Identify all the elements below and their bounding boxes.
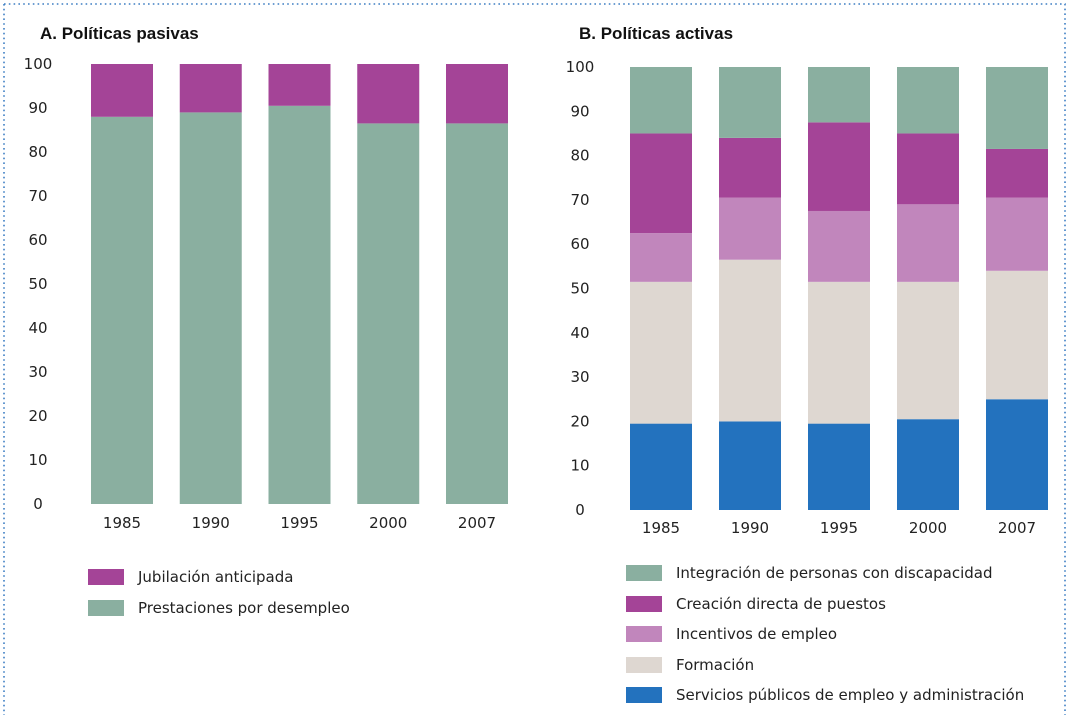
legend-swatch [626,687,662,704]
chart-b: 0 10 20 30 40 50 60 70 80 90 100 1985 1990 1995 2000 20… [566,58,1048,537]
x-tick-label: 1990 [192,514,230,532]
x-tick-label: 1985 [642,519,680,537]
bar-segment [268,105,331,505]
y-tick-label: 20 [28,407,47,425]
bar-segment [986,399,1048,510]
x-tick-label: 1995 [820,519,858,537]
legend-item: Integración de personas con discapacidad [626,558,1024,589]
y-tick-label: 40 [28,319,47,337]
bar-segment [986,270,1048,400]
legend-swatch [626,595,662,612]
legend-item: Incentivos de empleo [626,619,1024,650]
bar-segment [630,67,692,134]
bar-segment [630,133,692,234]
legend-item: Prestaciones por desempleo [88,593,350,624]
y-tick-label: 40 [570,324,589,342]
legend-swatch [626,626,662,643]
panel-b-title: B. Políticas activas [579,24,734,43]
bar-segment [808,281,870,424]
x-tick-label: 1995 [280,514,318,532]
bar-segment [719,67,781,138]
legend-swatch [88,599,124,616]
bar-segment [91,64,153,117]
bar-segment [719,137,781,198]
legend-label: Jubilación anticipada [138,568,294,587]
legend-label: Formación [676,655,755,674]
bar-segment [446,123,508,505]
x-tick-label: 2007 [458,514,496,532]
y-tick-label: 80 [570,147,589,165]
bar-segment [446,64,508,124]
legend-item: Creación directa de puestos [626,589,1024,620]
y-tick-label: 30 [28,363,47,381]
bar-segment [897,67,959,134]
bar-segment [630,233,692,282]
legend-item: Servicios públicos de empleo y administr… [626,680,1024,711]
legend-item: Formación [626,650,1024,681]
x-tick-label: 2000 [369,514,407,532]
bar-segment [897,133,959,205]
legend-label: Prestaciones por desempleo [138,598,350,617]
y-tick-label: 70 [570,191,589,209]
legend-label: Servicios públicos de empleo y administr… [676,686,1025,705]
y-tick-label: 30 [570,368,589,386]
y-tick-label: 10 [570,457,589,475]
legend-swatch [626,656,662,673]
bar-segment [808,423,870,510]
bar-segment [986,197,1048,271]
bar-segment [179,64,242,113]
bar-segment [357,123,420,505]
bar-segment [719,197,781,260]
legend-a: Jubilación anticipada Prestaciones por de… [88,562,350,623]
legend-swatch [88,569,124,586]
bar-segment [630,423,692,510]
legend-label: Creación directa de puestos [676,594,886,613]
legend-item: Jubilación anticipada [88,562,350,593]
y-tick-label: 60 [570,235,589,253]
bar-segment [91,116,153,505]
y-tick-label: 20 [570,412,589,430]
bar-segment [630,281,692,424]
bar-segment [719,259,781,422]
y-tick-label: 0 [575,501,585,519]
x-tick-label: 2000 [909,519,947,537]
bar-segment [179,112,242,505]
y-tick-label: 100 [24,55,53,73]
y-tick-label: 10 [28,451,47,469]
legend-swatch [626,565,662,582]
y-tick-label: 50 [28,275,47,293]
y-tick-label: 80 [28,143,47,161]
y-tick-label: 60 [28,231,47,249]
bar-segment [357,64,420,124]
bar-segment [719,421,781,510]
bar-segment [808,67,870,123]
bar-segment [808,122,870,211]
bar-segment [897,281,959,420]
y-tick-label: 90 [28,99,47,117]
panel-a-title: A. Políticas pasivas [40,24,199,43]
y-tick-label: 70 [28,187,47,205]
y-tick-label: 90 [570,102,589,120]
legend-label: Incentivos de empleo [676,625,838,644]
y-tick-label: 0 [33,495,43,513]
bar-segment [808,210,870,282]
chart-a: 0 10 20 30 40 50 60 70 80 90 100 1985 1990 1995 2000 20… [24,55,508,532]
y-tick-label: 100 [566,58,595,76]
bar-segment [986,148,1048,198]
y-tick-label: 50 [570,280,589,298]
bar-segment [897,419,959,510]
x-tick-label: 2007 [998,519,1036,537]
bar-segment [268,64,331,106]
legend-b: Integración de personas con discapacidad… [626,558,1024,711]
legend-label: Integración de personas con discapacidad [676,564,993,583]
x-tick-label: 1985 [103,514,141,532]
bar-segment [986,67,1048,149]
bar-segment [897,204,959,282]
x-tick-label: 1990 [731,519,769,537]
